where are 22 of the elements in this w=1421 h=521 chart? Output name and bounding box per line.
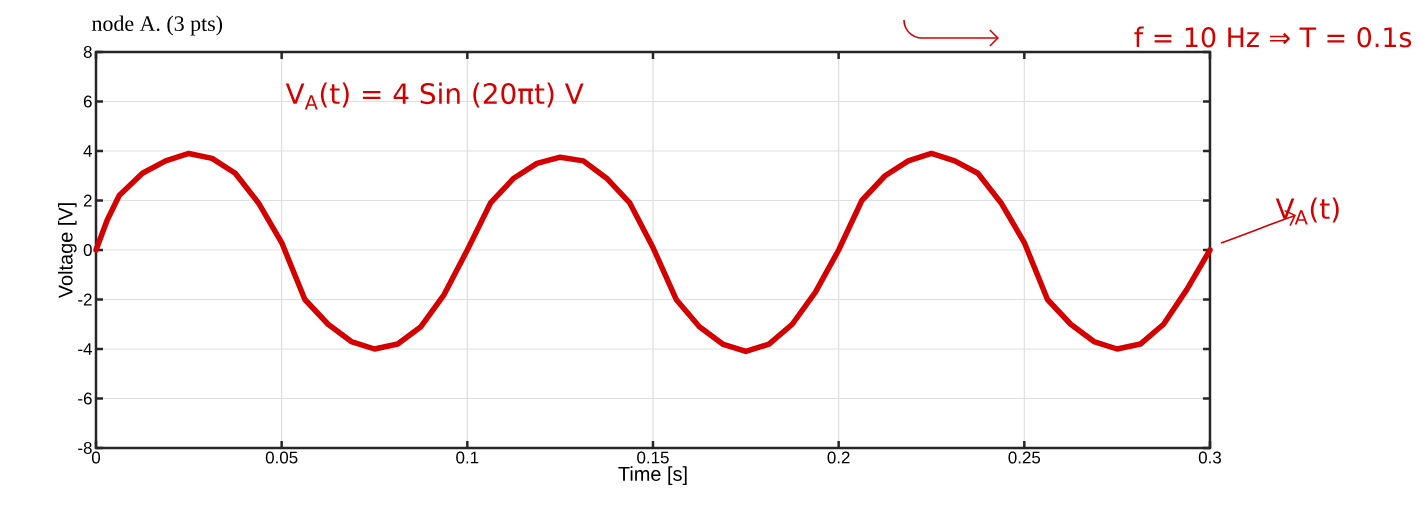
text: node A. (3 pts) xyxy=(92,15,223,36)
y-tick-label: -2 xyxy=(78,293,92,306)
annotation: V$_{A}$(t) = 4 Sin (20πt) V xyxy=(285,82,584,110)
y-axis-title: Voltage [V] xyxy=(58,203,77,299)
x-axis-title: Time [s] xyxy=(618,466,687,485)
x-tick-label: 0.2 xyxy=(827,451,850,464)
y-tick-label: 0 xyxy=(83,244,92,256)
y-tick-label: 2 xyxy=(83,194,92,207)
text: f = 10 Hz ⇒ T = 0.1s xyxy=(1134,26,1412,48)
y-tick-label: 8 xyxy=(83,46,92,58)
x-tick-label: 0.15 xyxy=(637,451,669,464)
y-tick-label: -6 xyxy=(78,392,92,405)
y-tick-label: 4 xyxy=(83,145,92,157)
y-tick-label: -4 xyxy=(78,343,92,355)
y-tick-label: 6 xyxy=(83,95,92,108)
x-tick-label: 0 xyxy=(91,451,101,464)
y-tick-label: -8 xyxy=(78,442,92,454)
x-tick-label: 0.25 xyxy=(1008,451,1041,464)
annotation: V$_{A}$(t) xyxy=(1275,197,1339,225)
x-tick-label: 0.1 xyxy=(456,451,479,464)
x-tick-label: 0.3 xyxy=(1198,451,1221,464)
x-tick-label: 0.05 xyxy=(265,451,298,464)
